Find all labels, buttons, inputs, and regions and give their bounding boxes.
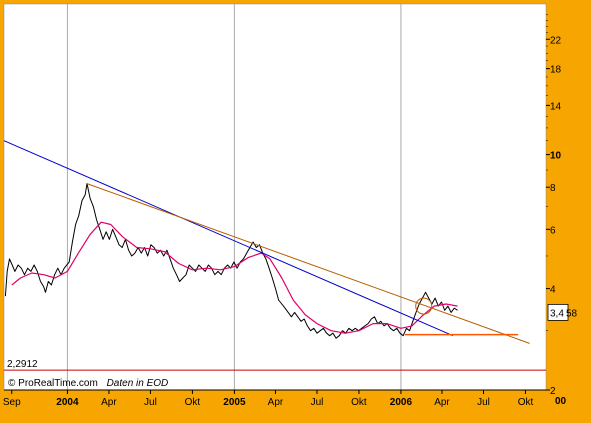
axes: 2 4 6 8 10 14 18 22 00 3,4 58 Sep 2004 Apr Jul Okt 2005 A… bbox=[3, 14, 578, 408]
x-tick-label: Jul bbox=[311, 397, 324, 408]
y-tick-label: 22 bbox=[550, 35, 562, 46]
x-tick-label: 2006 bbox=[390, 397, 413, 408]
annotations: 2,2912 bbox=[4, 297, 546, 371]
plot-area bbox=[3, 3, 547, 391]
x-tick-label: Okt bbox=[185, 397, 201, 408]
x-tick-label: Jul bbox=[477, 397, 490, 408]
y-tick-label: 4 bbox=[550, 285, 556, 296]
x-tick-label: Okt bbox=[351, 397, 367, 408]
y-tick-label: 18 bbox=[550, 65, 562, 76]
y-tick-label: 6 bbox=[550, 225, 556, 236]
x-tick-label: Apr bbox=[101, 397, 117, 408]
y-tick-label: 10 bbox=[550, 151, 562, 162]
x-tick-label: Sep bbox=[3, 397, 21, 408]
x-tick-label: 2005 bbox=[223, 397, 246, 408]
credit-source: Daten in EOD bbox=[107, 378, 169, 389]
x-tick-label: Jul bbox=[144, 397, 157, 408]
y-tick-label: 2 bbox=[550, 386, 556, 397]
series-line-trend-blue bbox=[3, 140, 454, 337]
y-tick-label: 8 bbox=[550, 183, 556, 194]
last-price-box bbox=[547, 303, 569, 321]
series-layer bbox=[3, 140, 530, 344]
series-line-moving-average bbox=[11, 221, 458, 334]
credit-brand: © ProRealTime.com bbox=[8, 378, 98, 389]
credit-text: © ProRealTime.com Daten in EOD bbox=[8, 378, 168, 389]
x-tick-label: Apr bbox=[434, 397, 450, 408]
grid bbox=[66, 4, 402, 390]
last-price-label: 3,4 bbox=[550, 308, 564, 319]
y-tick-label: 14 bbox=[550, 101, 562, 112]
breakout-circle bbox=[415, 297, 433, 315]
x-tick-label: Okt bbox=[518, 397, 534, 408]
support-label: 2,2912 bbox=[7, 359, 38, 370]
series-line-trend-brown bbox=[86, 183, 530, 344]
x-tick-label: 2004 bbox=[56, 397, 79, 408]
x-tick-label: Apr bbox=[268, 397, 284, 408]
last-price-extra: 58 bbox=[566, 308, 578, 319]
y-overflow-label: 00 bbox=[555, 396, 567, 407]
series-line-price bbox=[4, 183, 458, 339]
